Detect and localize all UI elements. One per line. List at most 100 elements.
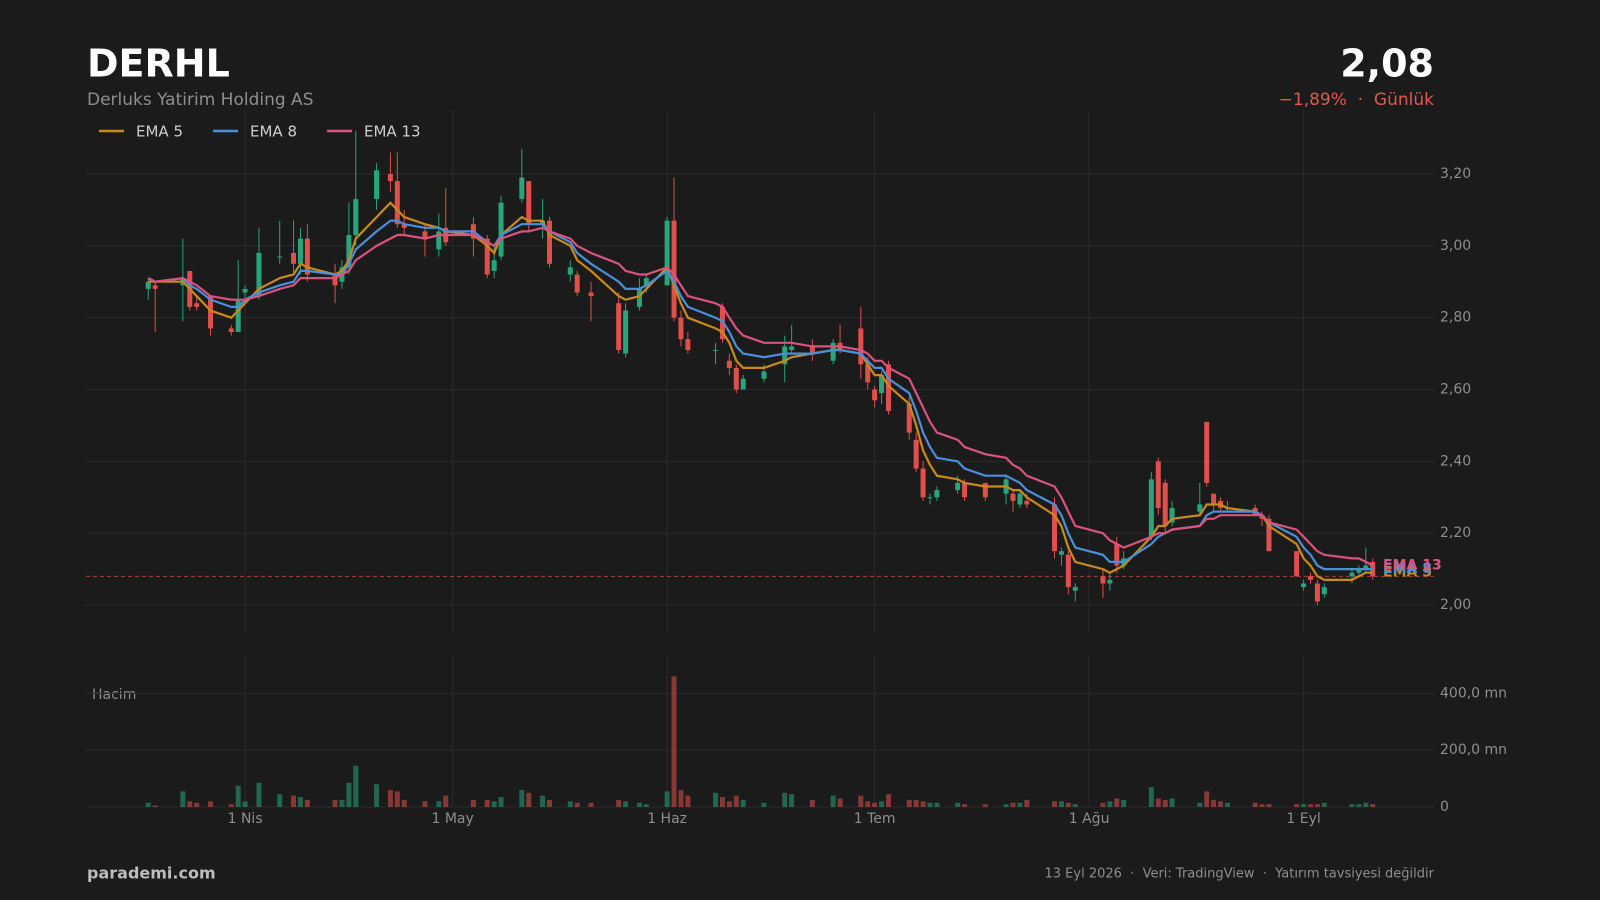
candle-body <box>194 303 200 307</box>
candle-body <box>671 220 677 318</box>
volume-bar <box>934 802 940 807</box>
candle-body <box>1155 461 1161 509</box>
volume-bar <box>1010 802 1016 807</box>
candle-body <box>208 296 214 329</box>
volume-bar <box>1052 801 1058 807</box>
candle-body <box>526 181 532 225</box>
candle-body <box>879 375 885 394</box>
volume-bar <box>1169 798 1175 807</box>
candle-body <box>588 292 594 297</box>
candle-body <box>152 285 158 289</box>
candle-body <box>962 482 968 498</box>
volume-bar <box>1224 802 1230 807</box>
volume-bar <box>588 802 594 807</box>
candle-body <box>920 468 926 498</box>
candle-body <box>145 281 151 289</box>
volume-bar <box>1301 804 1307 807</box>
x-tick-label: 1 Ağu <box>1069 811 1110 827</box>
candle-body <box>1010 493 1016 501</box>
volume-bar <box>1218 801 1224 807</box>
volume-bar <box>228 804 234 807</box>
volume-bar <box>1307 804 1313 807</box>
ticker: DERHL <box>87 42 230 86</box>
volume-bar <box>443 795 449 807</box>
volume-bar <box>1259 804 1265 807</box>
candle-body <box>678 317 684 340</box>
candle-body <box>1017 493 1023 505</box>
volume-bar <box>1370 804 1376 807</box>
candle-body <box>664 220 670 286</box>
candle-body <box>1363 565 1369 570</box>
volume-bar <box>782 792 788 807</box>
candle-body <box>1294 551 1300 577</box>
volume-bar <box>242 801 248 807</box>
candle-body <box>1169 508 1175 523</box>
candle-body <box>547 220 553 264</box>
candle-body <box>740 378 746 390</box>
candle-body <box>1204 421 1210 483</box>
volume-bar <box>187 801 193 807</box>
volume-bar <box>789 794 795 807</box>
y-tick-label: 2,60 <box>1440 382 1471 398</box>
candle-body <box>1349 572 1355 577</box>
candle-body <box>865 364 871 383</box>
volume-bar <box>1114 798 1120 807</box>
candle-body <box>1370 561 1376 577</box>
volume-bar <box>1072 804 1078 807</box>
candle-body <box>1107 579 1113 584</box>
volume-bar <box>927 802 933 807</box>
candle-body <box>353 199 359 236</box>
volume-bar <box>194 802 200 807</box>
volume-bar <box>1363 802 1369 807</box>
x-tick-label: 1 Haz <box>647 811 687 827</box>
y-tick-label: 2,00 <box>1440 597 1471 613</box>
candle-body <box>291 252 297 264</box>
y-tick-label: 3,20 <box>1440 166 1471 182</box>
candle-body <box>761 371 767 379</box>
volume-bar <box>955 802 961 807</box>
volume-bar <box>339 799 345 807</box>
site: parademi.com <box>87 864 216 883</box>
volume-bar <box>837 798 843 807</box>
volume-bar <box>332 799 338 807</box>
x-tick-label: 1 Nis <box>228 811 263 827</box>
candle-body <box>955 482 961 491</box>
volume-bar <box>422 801 428 807</box>
volume-bar <box>982 804 988 807</box>
volume-bar <box>913 799 919 807</box>
y-tick-label: 0 <box>1440 799 1449 815</box>
volume-bar <box>1162 799 1168 807</box>
legend-label: EMA 5 <box>136 123 183 141</box>
candle-body <box>643 278 649 286</box>
candle-body <box>484 238 490 275</box>
volume-bar <box>830 795 836 807</box>
ema-end-label: EMA 8 <box>1383 561 1432 577</box>
candle-body <box>636 288 642 307</box>
volume-bar <box>208 801 214 807</box>
volume-bar <box>1252 802 1258 807</box>
volume-bar <box>1314 804 1320 807</box>
volume-bar <box>872 802 878 807</box>
volume-bar <box>304 799 310 807</box>
y-tick-label: 400,0 mn <box>1440 685 1507 701</box>
volume-bar <box>1121 799 1127 807</box>
candle-body <box>927 497 933 499</box>
candle-body <box>574 274 580 293</box>
ema-end-label: EMA 13 <box>1383 558 1442 574</box>
candle-body <box>567 267 573 275</box>
volume-bar <box>1100 802 1106 807</box>
volume-bar <box>374 784 380 807</box>
candle-body <box>235 299 241 333</box>
candle-body <box>1301 583 1307 588</box>
volume-title: Hacim <box>92 687 136 703</box>
candle-body <box>858 328 864 365</box>
volume-bar <box>574 802 580 807</box>
volume-bar <box>484 799 490 807</box>
candle-body <box>830 342 836 361</box>
volume-bar <box>1349 804 1355 807</box>
volume-bar <box>865 801 871 807</box>
ema-end-label: EMA 5 <box>1383 565 1432 581</box>
volume-bar <box>879 801 885 807</box>
x-tick-label: 1 May <box>431 811 473 827</box>
y-tick-label: 2,20 <box>1440 525 1471 541</box>
